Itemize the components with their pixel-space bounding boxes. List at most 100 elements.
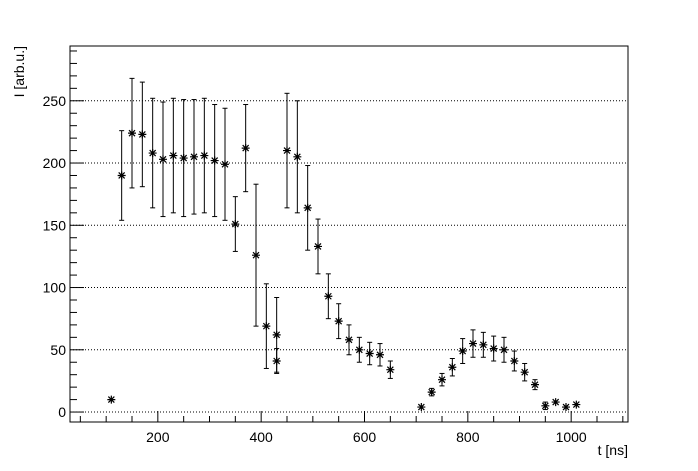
- asterisk-marker: [231, 220, 240, 229]
- asterisk-marker: [169, 151, 178, 160]
- data-point: [355, 336, 364, 363]
- asterisk-marker: [562, 403, 570, 412]
- data-point: [469, 329, 477, 358]
- data-point: [458, 338, 467, 364]
- data-point: [159, 101, 167, 218]
- asterisk-marker: [458, 347, 467, 356]
- asterisk-marker: [148, 149, 157, 158]
- asterisk-marker: [128, 129, 136, 138]
- asterisk-marker: [293, 152, 302, 161]
- asterisk-marker: [386, 365, 395, 374]
- data-point: [489, 335, 498, 362]
- data-point: [551, 398, 560, 407]
- data-point: [283, 92, 291, 209]
- asterisk-marker: [272, 356, 281, 365]
- data-point: [345, 324, 353, 356]
- data-point: [417, 403, 426, 412]
- asterisk-marker: [138, 130, 147, 139]
- data-point: [541, 401, 550, 411]
- data-point: [365, 341, 374, 366]
- gridlines: [70, 100, 628, 413]
- asterisk-marker: [159, 155, 167, 164]
- data-point: [314, 218, 322, 275]
- data-point: [221, 107, 229, 221]
- data-point: [500, 336, 508, 363]
- data-point: [241, 104, 250, 193]
- asterisk-marker: [334, 317, 343, 326]
- data-point: [427, 387, 436, 397]
- data-point: [448, 358, 457, 377]
- asterisk-marker: [541, 401, 550, 410]
- y-tick-label: 0: [58, 404, 66, 420]
- data-point: [303, 165, 312, 251]
- data-point: [562, 403, 570, 412]
- asterisk-marker: [376, 350, 384, 359]
- data-point: [262, 283, 271, 369]
- y-tick-label: 50: [50, 342, 66, 358]
- asterisk-marker: [252, 251, 260, 260]
- asterisk-marker: [500, 345, 508, 354]
- asterisk-marker: [365, 349, 374, 358]
- y-tick-label: 200: [43, 155, 67, 171]
- asterisk-marker: [179, 154, 188, 163]
- data-point: [252, 183, 260, 327]
- x-tick-label: 600: [353, 429, 377, 445]
- y-tick-labels: 0 50 100 150 200 250: [43, 93, 67, 420]
- data-point: [531, 379, 539, 391]
- asterisk-marker: [520, 368, 529, 377]
- data-point: [386, 360, 395, 379]
- asterisk-marker: [283, 146, 291, 155]
- y-tick-label: 250: [43, 93, 67, 109]
- data-points: [107, 77, 581, 412]
- data-point: [210, 104, 219, 218]
- data-point: [324, 273, 333, 320]
- asterisk-marker: [417, 403, 426, 412]
- y-axis-label: I [arb.u.]: [11, 46, 27, 97]
- data-point: [169, 97, 178, 214]
- data-point: [293, 100, 302, 214]
- data-point: [128, 77, 136, 189]
- data-point: [179, 99, 188, 218]
- asterisk-marker: [531, 380, 539, 389]
- data-point: [190, 99, 198, 215]
- data-point: [231, 196, 240, 252]
- data-point: [376, 343, 384, 367]
- asterisk-marker: [314, 242, 322, 251]
- asterisk-marker: [510, 356, 519, 365]
- asterisk-marker: [551, 398, 560, 407]
- asterisk-marker: [117, 171, 126, 180]
- asterisk-marker: [221, 160, 229, 169]
- x-tick-label: 1000: [556, 429, 587, 445]
- asterisk-marker: [572, 400, 581, 409]
- data-point: [479, 331, 488, 358]
- asterisk-marker: [324, 292, 333, 301]
- asterisk-marker: [427, 388, 436, 397]
- asterisk-marker: [303, 203, 312, 212]
- data-point: [138, 81, 147, 188]
- data-point: [520, 362, 529, 382]
- y-tick-label: 100: [43, 280, 67, 296]
- asterisk-marker: [345, 335, 353, 344]
- asterisk-marker: [200, 151, 209, 160]
- data-point: [438, 372, 446, 387]
- data-point: [107, 395, 116, 404]
- axis-ticks: [70, 50, 624, 422]
- asterisk-marker: [210, 156, 219, 165]
- asterisk-marker: [241, 144, 250, 153]
- data-point: [334, 303, 343, 340]
- asterisk-marker: [479, 340, 488, 349]
- asterisk-marker: [448, 363, 457, 372]
- asterisk-marker: [272, 330, 281, 339]
- plot-frame: [69, 45, 629, 423]
- data-point: [148, 97, 157, 209]
- data-point: [200, 97, 209, 214]
- x-tick-label: 400: [249, 429, 273, 445]
- x-tick-label: 800: [456, 429, 480, 445]
- asterisk-marker: [355, 345, 364, 354]
- x-axis-label: t [ns]: [598, 442, 628, 458]
- asterisk-marker: [469, 339, 477, 348]
- asterisk-marker: [489, 344, 498, 353]
- data-point: [510, 350, 519, 372]
- asterisk-marker: [262, 322, 271, 331]
- y-tick-label: 150: [43, 217, 67, 233]
